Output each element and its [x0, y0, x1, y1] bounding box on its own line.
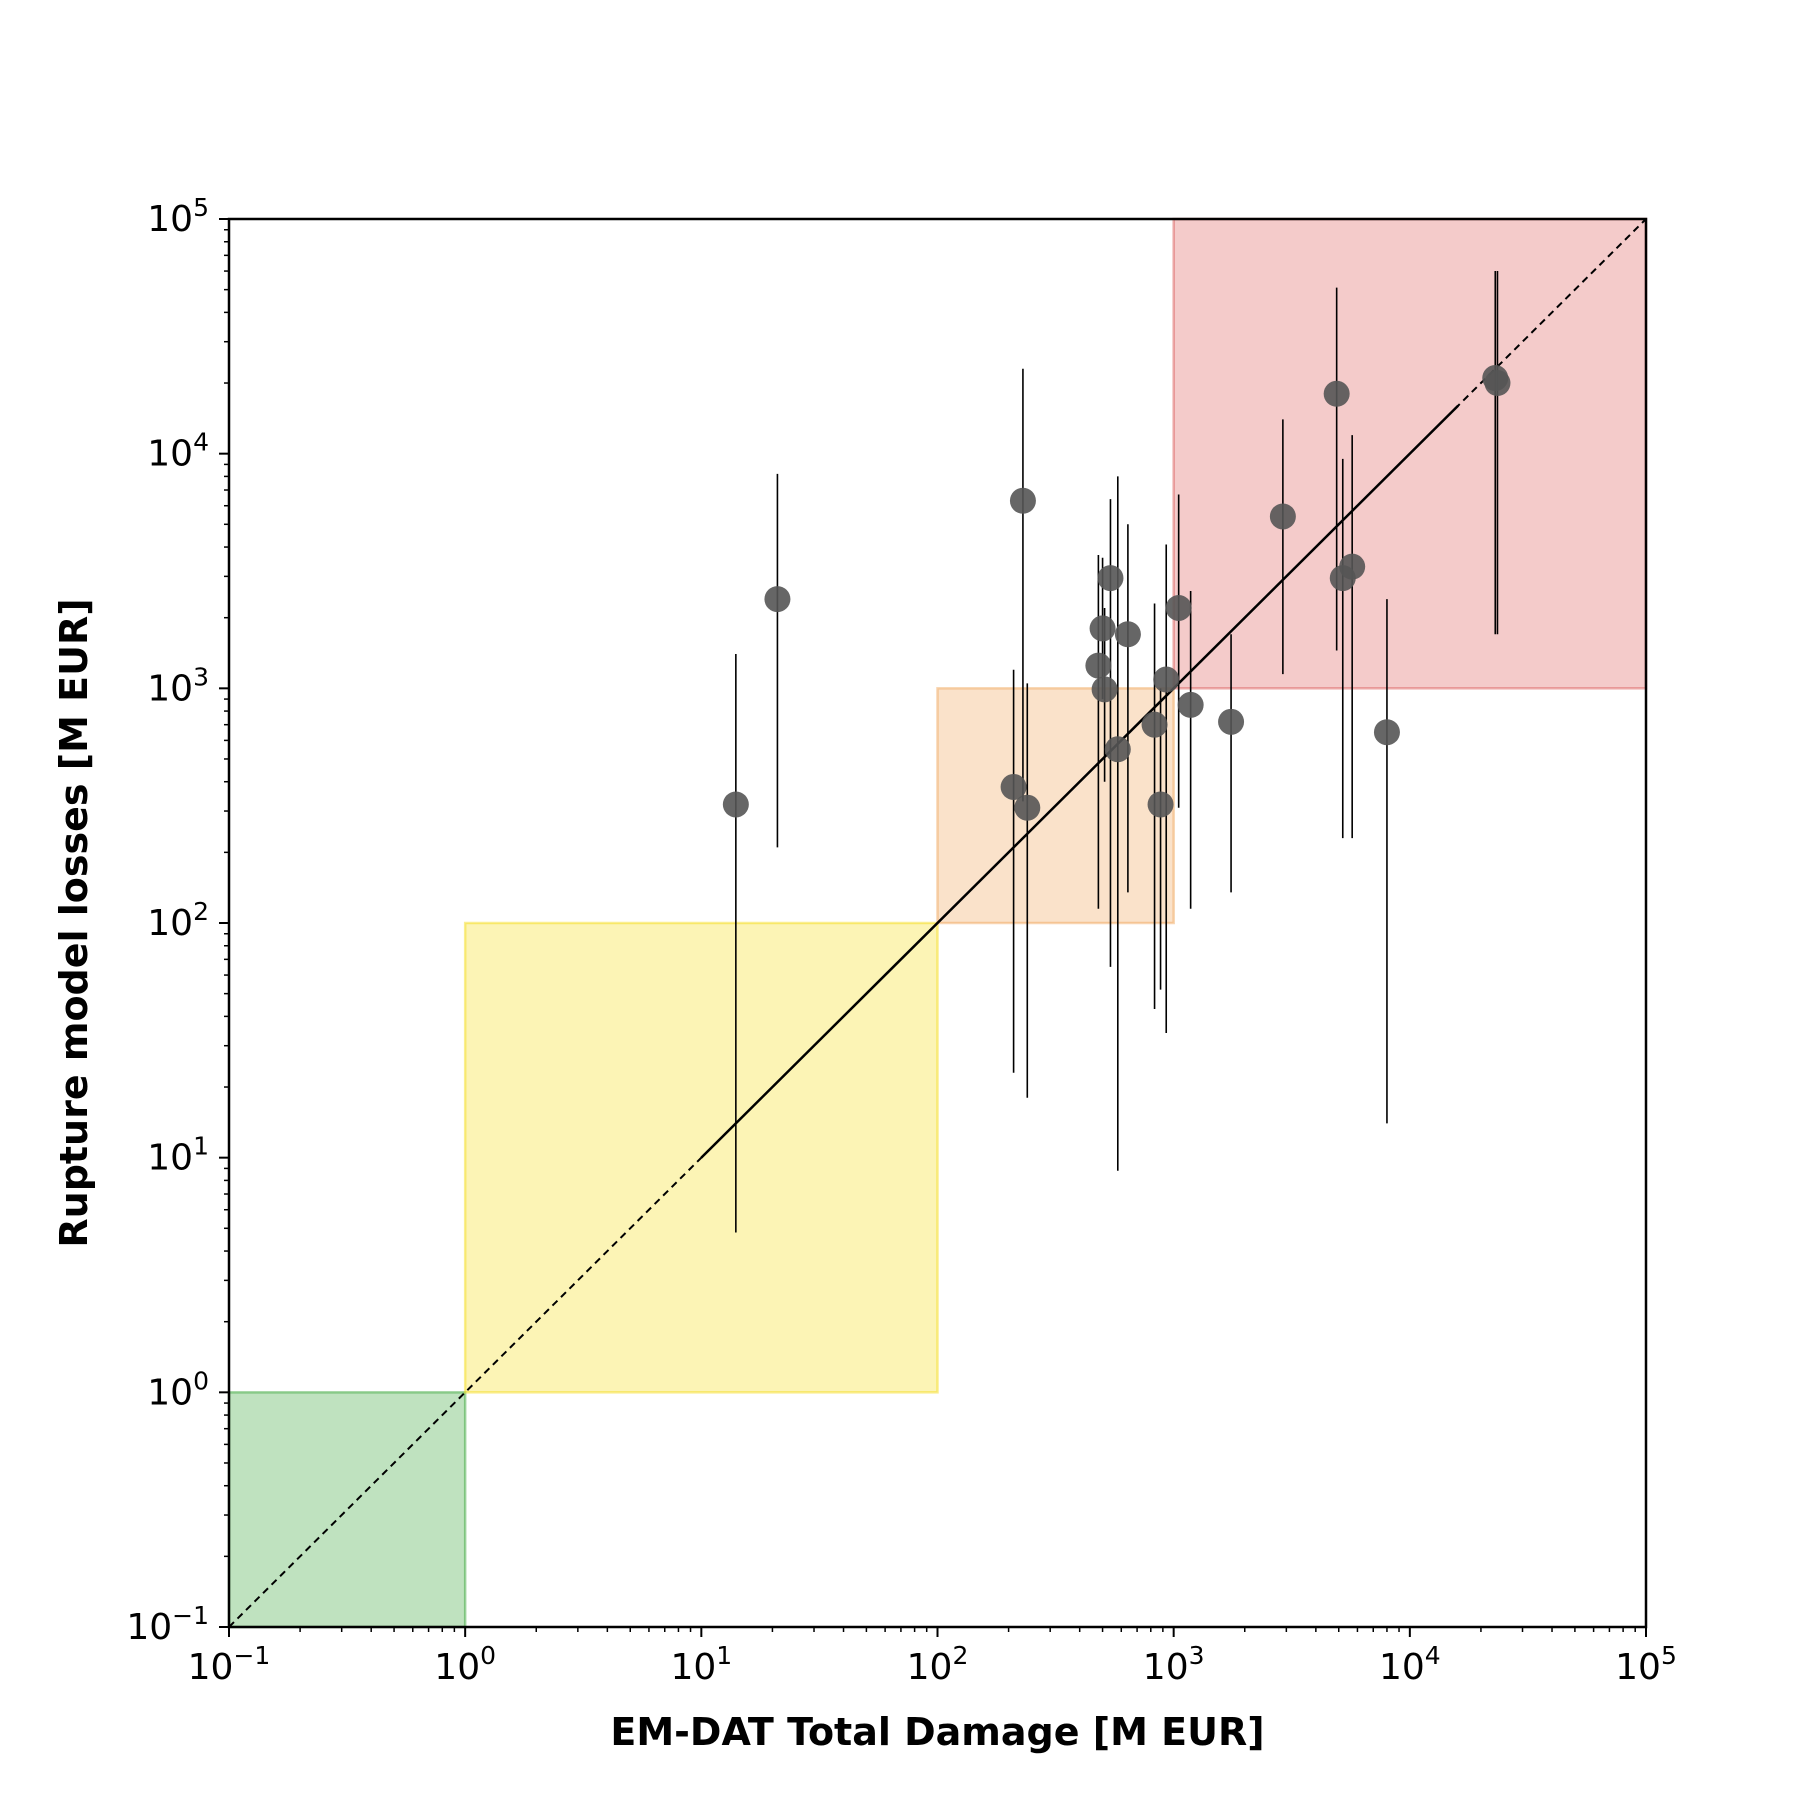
points-layer [722, 365, 1511, 821]
data-point [1000, 773, 1027, 800]
y-tick-label: 100 [147, 1366, 209, 1413]
data-point [1009, 487, 1036, 514]
x-tick-label: 103 [1143, 1641, 1205, 1688]
data-point [1114, 621, 1141, 648]
data-point [1218, 708, 1245, 735]
data-point [1014, 794, 1041, 821]
y-tick-label: 103 [147, 662, 209, 709]
y-ticks-layer: 10−1 100 101 102 103 104 105 [126, 193, 229, 1648]
x-tick-label: 102 [907, 1641, 969, 1688]
data-point [764, 586, 791, 613]
data-point [1085, 652, 1112, 679]
y-tick-label: 105 [147, 193, 209, 240]
data-point [1339, 553, 1366, 580]
x-tick-label: 10−1 [188, 1641, 271, 1688]
data-point [1323, 380, 1350, 407]
y-axis-title: Rupture model losses [M EUR] [52, 598, 96, 1247]
x-axis-title: EM-DAT Total Damage [M EUR] [610, 1710, 1264, 1754]
data-point [1165, 594, 1192, 621]
x-tick-label: 100 [434, 1641, 496, 1688]
data-point [1104, 736, 1131, 763]
data-point [1484, 370, 1511, 397]
data-point [1141, 711, 1168, 738]
data-point [1269, 503, 1296, 530]
y-tick-label: 10−1 [126, 1601, 209, 1648]
data-point [1153, 666, 1180, 693]
x-tick-label: 104 [1379, 1641, 1441, 1688]
data-point [1373, 719, 1400, 746]
data-point [1091, 676, 1118, 703]
data-point [722, 791, 749, 818]
lines-layer [228, 218, 1647, 1628]
x-tick-label: 101 [670, 1641, 732, 1688]
data-point [1089, 615, 1116, 642]
data-point [1097, 565, 1124, 592]
data-point [1147, 791, 1174, 818]
data-point [1177, 691, 1204, 718]
fit-line [700, 404, 1459, 1159]
y-tick-label: 101 [147, 1132, 209, 1179]
x-tick-label: 105 [1615, 1641, 1677, 1688]
y-tick-label: 102 [147, 897, 209, 944]
x-ticks-layer: 10−1 100 101 102 103 104 105 [188, 1627, 1677, 1688]
y-tick-label: 104 [147, 428, 209, 475]
